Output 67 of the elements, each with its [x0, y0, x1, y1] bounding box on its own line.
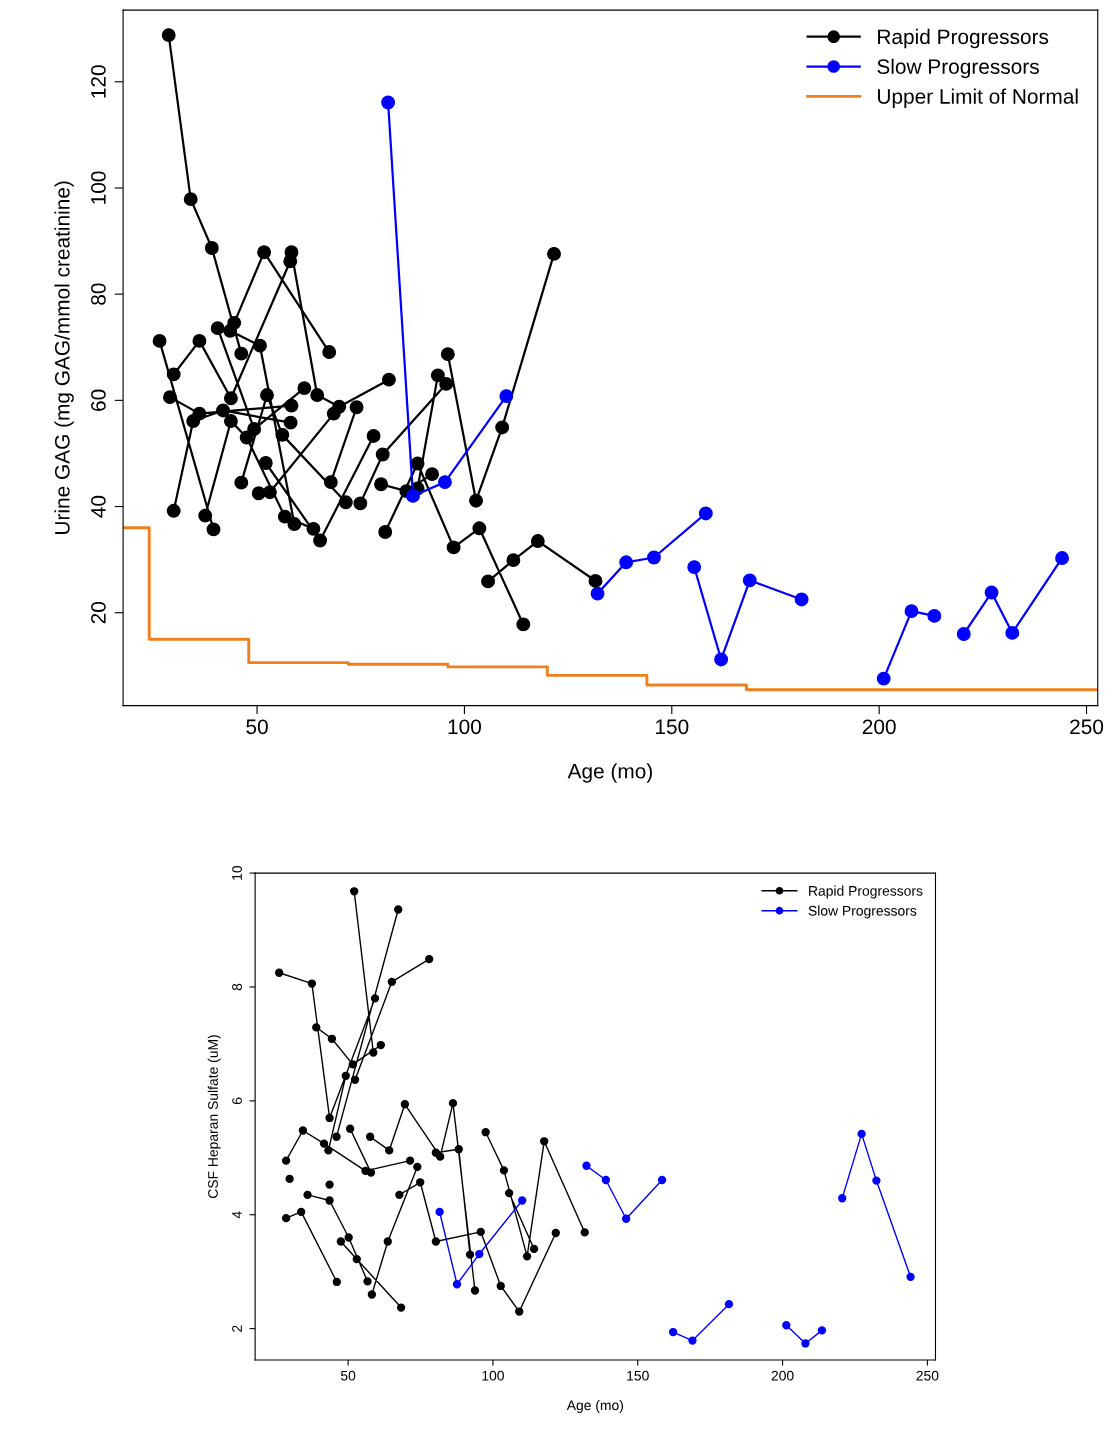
point [872, 1176, 881, 1185]
x-tick-label: 250 [1070, 719, 1104, 735]
x-tick-label: 100 [482, 1370, 504, 1381]
x-tick-label: 50 [246, 719, 268, 735]
point [1055, 551, 1070, 565]
point [927, 608, 942, 623]
point [582, 1161, 591, 1170]
x-tick-label: 200 [771, 1370, 794, 1381]
point [621, 1214, 631, 1223]
legend-label: Upper Limit of Normal [878, 88, 1078, 108]
point [518, 1196, 527, 1205]
point [601, 1175, 611, 1185]
point [906, 1272, 915, 1281]
point [668, 1327, 678, 1337]
point [698, 506, 713, 521]
y-tick-label: 20 [91, 601, 106, 624]
point [657, 1175, 667, 1185]
point [956, 627, 971, 641]
point [714, 652, 729, 667]
y-axis-title: CSF Heparan Sulfate (uM) [207, 1035, 221, 1199]
point [742, 573, 757, 588]
point [838, 1194, 847, 1203]
y-tick-label: 80 [91, 283, 106, 305]
y-tick-label: 10 [232, 865, 242, 880]
y-tick-label: 6 [232, 1097, 242, 1105]
point [817, 1326, 827, 1335]
point [437, 475, 452, 490]
legend-label: Rapid Progressors [809, 885, 923, 899]
legend-label: Rapid Progressors [878, 28, 1049, 49]
point [475, 1249, 484, 1259]
point [590, 586, 605, 601]
x-tick-label: 50 [340, 1370, 356, 1381]
y-tick-label: 40 [91, 495, 106, 518]
y-tick-label: 100 [91, 171, 106, 204]
x-tick-label: 100 [448, 719, 481, 735]
point [876, 671, 891, 686]
y-tick-label: 2 [232, 1325, 242, 1332]
point [452, 1280, 462, 1289]
y-tick-label: 120 [91, 65, 106, 98]
legend-label: Slow Progressors [877, 58, 1039, 79]
legend-label: Slow Progressors [808, 905, 917, 919]
y-tick-label: 60 [91, 389, 106, 411]
point [782, 1321, 791, 1330]
point [687, 560, 702, 575]
y-tick-label: 8 [232, 983, 242, 991]
y-axis-title: Urine GAG (mg GAG/mmol creatinine) [54, 181, 74, 534]
point [406, 488, 420, 503]
point [801, 1339, 810, 1348]
point [647, 550, 661, 565]
x-axis-title: Age (mo) [566, 1399, 624, 1413]
x-axis-title: Age (mo) [567, 763, 652, 783]
x-tick-label: 150 [627, 1370, 649, 1381]
point [904, 604, 919, 619]
y-tick-label: 4 [232, 1211, 242, 1219]
point [619, 555, 634, 570]
point [381, 95, 396, 110]
point [1005, 625, 1020, 640]
point [435, 1207, 444, 1217]
point [499, 389, 514, 404]
point [688, 1336, 697, 1345]
point [724, 1299, 734, 1309]
x-tick-label: 150 [656, 719, 689, 735]
point [794, 592, 809, 607]
x-tick-label: 250 [916, 1370, 939, 1381]
point [857, 1129, 866, 1139]
point [984, 585, 999, 600]
x-tick-label: 200 [862, 719, 896, 735]
